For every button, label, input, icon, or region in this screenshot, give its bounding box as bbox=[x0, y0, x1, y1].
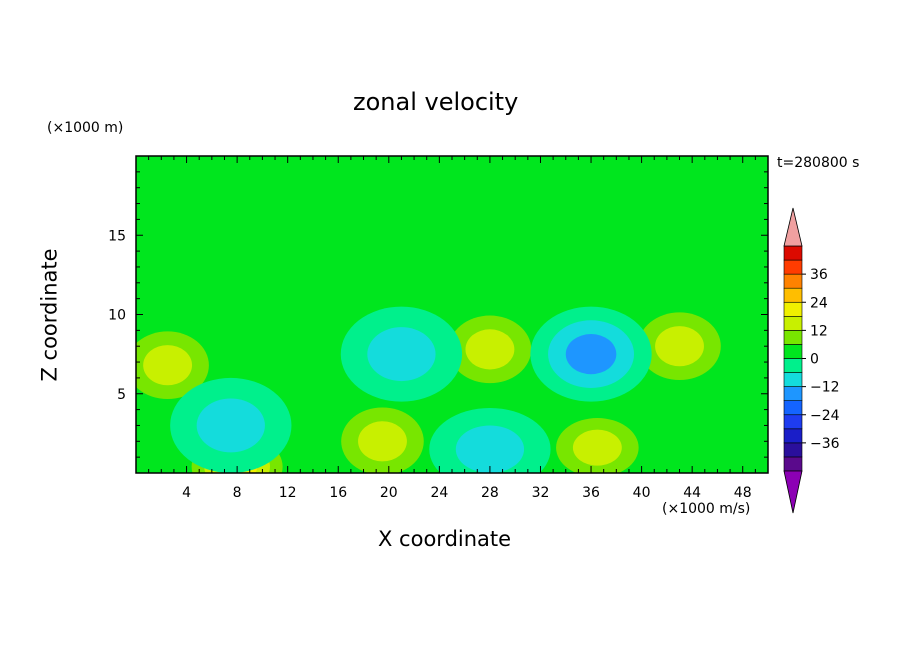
colorbar-segment bbox=[783, 287, 803, 303]
time-label: t=280800 s bbox=[777, 155, 860, 171]
y-tick-label: 10 bbox=[108, 308, 126, 324]
field-contour-0-2 bbox=[143, 345, 193, 386]
colorbar-segment bbox=[783, 358, 803, 373]
colorbar-segment bbox=[783, 259, 803, 275]
colorbar-label: 24 bbox=[810, 295, 828, 311]
x-axis: 4 8 12 16 20 24 28 32 36 40 44 48 bbox=[148, 156, 756, 501]
colorbar-segment bbox=[783, 316, 803, 331]
field-contour-7-2 bbox=[565, 334, 617, 375]
colorbar-label: −36 bbox=[810, 436, 840, 452]
y-axis-label: Z coordinate bbox=[37, 248, 62, 382]
y-axis: 5 10 15 bbox=[108, 171, 768, 458]
colorbar-segment bbox=[783, 245, 803, 261]
x-tick-label: 20 bbox=[380, 485, 398, 501]
y-unit-label: (×1000 m) bbox=[47, 120, 124, 136]
colorbar-segment bbox=[783, 456, 803, 472]
field-contour-9-1 bbox=[455, 425, 525, 473]
colorbar-label: −24 bbox=[810, 408, 840, 424]
x-tick-label: 48 bbox=[734, 485, 752, 501]
field-contour-5-2 bbox=[655, 326, 704, 367]
field-contour-3-2 bbox=[465, 329, 515, 370]
x-tick-label: 28 bbox=[481, 485, 499, 501]
colorbar-label: −12 bbox=[810, 380, 840, 396]
x-tick-label: 32 bbox=[532, 485, 550, 501]
field-contour-8-1 bbox=[196, 398, 265, 453]
colorbar-label: 36 bbox=[810, 267, 828, 283]
x-tick-label: 4 bbox=[182, 485, 191, 501]
field-contour-6-1 bbox=[367, 327, 436, 382]
field-contour-2-2 bbox=[358, 421, 407, 462]
colorbar-segment bbox=[783, 414, 803, 430]
x-tick-label: 36 bbox=[582, 485, 600, 501]
colorbar-label: 0 bbox=[810, 352, 819, 368]
colorbar-segment bbox=[783, 273, 803, 289]
field-contour-4-2 bbox=[572, 429, 622, 466]
colorbar-under-arrow bbox=[783, 470, 803, 514]
colorbar-segment bbox=[783, 428, 803, 444]
colorbar-segment bbox=[783, 301, 803, 317]
colorbar-over-arrow bbox=[783, 207, 803, 247]
x-tick-label: 16 bbox=[329, 485, 347, 501]
contour-field bbox=[136, 156, 768, 473]
colorbar-segment bbox=[783, 442, 803, 458]
colorbar-segment bbox=[783, 372, 803, 387]
x-unit-label: (×1000 m/s) bbox=[662, 501, 751, 517]
colorbar-segment bbox=[783, 400, 803, 416]
colorbar-label: 12 bbox=[810, 323, 828, 339]
colorbar-segment bbox=[783, 330, 803, 345]
x-tick-label: 44 bbox=[683, 485, 701, 501]
colorbar-segment bbox=[783, 386, 803, 401]
x-tick-label: 8 bbox=[233, 485, 242, 501]
x-axis-label: X coordinate bbox=[378, 527, 512, 551]
y-tick-label: 5 bbox=[117, 387, 126, 403]
x-tick-label: 24 bbox=[430, 485, 448, 501]
x-tick-label: 40 bbox=[633, 485, 651, 501]
colorbar-segment bbox=[783, 344, 803, 359]
x-tick-label: 12 bbox=[279, 485, 297, 501]
chart-title: zonal velocity bbox=[353, 88, 519, 116]
colorbar: −36 −24 −12 0 12 24 36 bbox=[783, 207, 840, 514]
y-tick-label: 15 bbox=[108, 228, 126, 244]
